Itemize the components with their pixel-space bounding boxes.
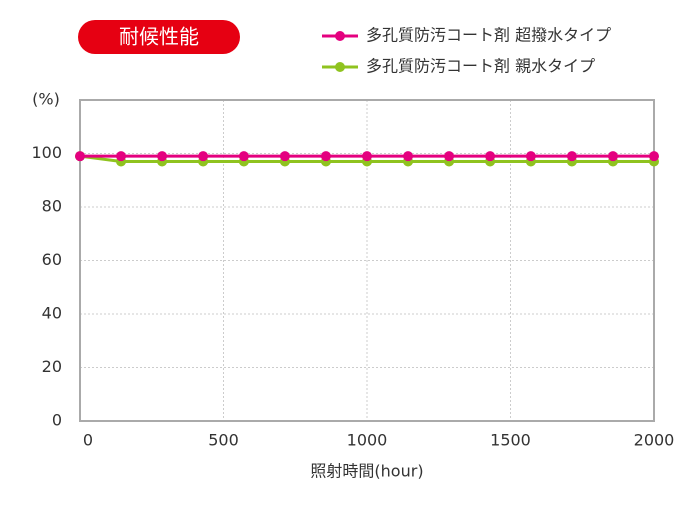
point <box>403 151 414 162</box>
plot-frame <box>79 99 655 422</box>
point <box>362 151 372 162</box>
x-tick-label: 0 <box>83 431 93 450</box>
title-badge <box>78 20 240 54</box>
y-tick-label: 40 <box>42 304 62 323</box>
legend-marker <box>335 31 345 41</box>
y-tick-label: 60 <box>42 250 62 269</box>
point <box>525 151 536 162</box>
y-tick-label: 100 <box>31 143 62 162</box>
y-tick-label: 0 <box>52 411 62 430</box>
point <box>607 151 618 162</box>
point <box>566 151 577 162</box>
legend-marker <box>335 62 345 72</box>
point <box>485 151 496 162</box>
y-tick-label: 20 <box>42 357 62 376</box>
legend-label: 多孔質防汚コート剤 超撥水タイプ <box>366 26 611 45</box>
point <box>116 151 127 162</box>
point <box>75 151 85 162</box>
x-tick-label: 500 <box>208 431 239 450</box>
x-axis-label: 照射時間(hour) <box>310 462 423 481</box>
legend-label: 多孔質防汚コート剤 親水タイプ <box>366 57 595 76</box>
point <box>444 151 455 162</box>
x-tick-label: 2000 <box>634 431 675 450</box>
x-tick-label: 1000 <box>347 431 388 450</box>
y-tick-label: 80 <box>42 197 62 216</box>
point <box>320 151 331 162</box>
x-tick-label: 1500 <box>490 431 531 450</box>
point <box>198 151 209 162</box>
chart-title: 耐候性能 <box>119 25 199 49</box>
point <box>279 151 290 162</box>
point <box>649 151 659 162</box>
y-unit: (%) <box>32 90 60 109</box>
point <box>238 151 249 162</box>
point <box>157 151 168 162</box>
